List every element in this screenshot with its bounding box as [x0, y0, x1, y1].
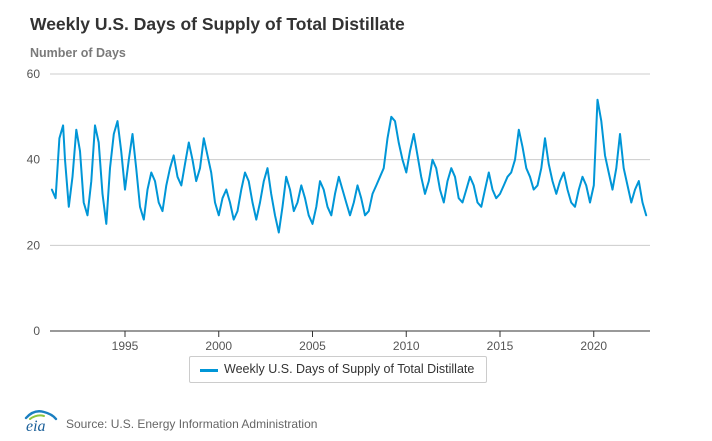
- x-tick-label: 2015: [487, 339, 514, 353]
- y-tick-label: 0: [33, 324, 40, 338]
- y-tick-label: 60: [27, 67, 41, 81]
- series-line: [50, 98, 648, 234]
- legend-swatch: [200, 369, 218, 372]
- y-tick-label: 40: [27, 153, 41, 167]
- x-tick-label: 2000: [205, 339, 232, 353]
- x-tick-label: 2020: [580, 339, 607, 353]
- legend-label: Weekly U.S. Days of Supply of Total Dist…: [224, 362, 475, 376]
- eia-logo-icon: eia: [24, 410, 58, 433]
- svg-text:eia: eia: [26, 418, 46, 433]
- source-note: Source: U.S. Energy Information Administ…: [66, 417, 318, 431]
- x-tick-label: 2010: [393, 339, 420, 353]
- legend[interactable]: Weekly U.S. Days of Supply of Total Dist…: [189, 356, 487, 383]
- y-axis-title: Number of Days: [30, 46, 126, 60]
- y-tick-label: 20: [27, 238, 41, 252]
- x-tick-label: 1995: [112, 339, 139, 353]
- x-tick-label: 2005: [299, 339, 326, 353]
- chart-title: Weekly U.S. Days of Supply of Total Dist…: [30, 14, 405, 34]
